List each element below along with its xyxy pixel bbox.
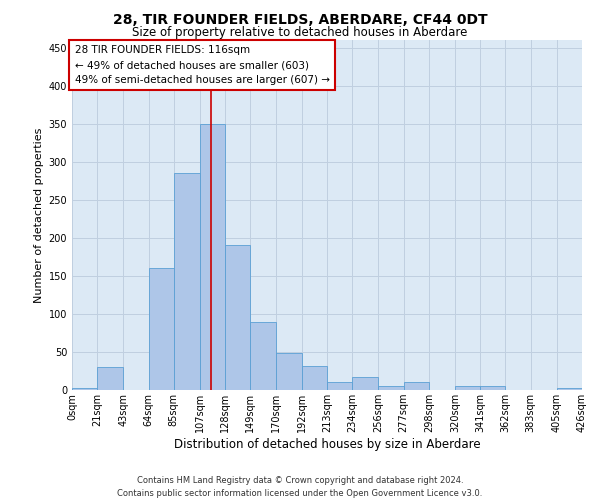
Text: Contains HM Land Registry data © Crown copyright and database right 2024.
Contai: Contains HM Land Registry data © Crown c… bbox=[118, 476, 482, 498]
Bar bbox=[404, 382, 429, 390]
X-axis label: Distribution of detached houses by size in Aberdare: Distribution of detached houses by size … bbox=[173, 438, 481, 451]
Bar bbox=[97, 367, 124, 390]
Text: 28 TIR FOUNDER FIELDS: 116sqm
← 49% of detached houses are smaller (603)
49% of : 28 TIR FOUNDER FIELDS: 116sqm ← 49% of d… bbox=[74, 46, 329, 85]
Y-axis label: Number of detached properties: Number of detached properties bbox=[34, 128, 44, 302]
Bar bbox=[455, 386, 480, 390]
Bar bbox=[327, 382, 352, 390]
Text: Size of property relative to detached houses in Aberdare: Size of property relative to detached ho… bbox=[133, 26, 467, 39]
Bar bbox=[225, 246, 250, 390]
Bar bbox=[72, 388, 97, 390]
Bar bbox=[250, 322, 275, 390]
Bar bbox=[352, 377, 379, 390]
Bar bbox=[379, 386, 404, 390]
Bar bbox=[200, 124, 225, 390]
Bar bbox=[149, 268, 174, 390]
Bar bbox=[480, 386, 505, 390]
Bar bbox=[302, 366, 327, 390]
Bar bbox=[174, 173, 200, 390]
Bar bbox=[557, 388, 582, 390]
Bar bbox=[275, 354, 302, 390]
Text: 28, TIR FOUNDER FIELDS, ABERDARE, CF44 0DT: 28, TIR FOUNDER FIELDS, ABERDARE, CF44 0… bbox=[113, 12, 487, 26]
